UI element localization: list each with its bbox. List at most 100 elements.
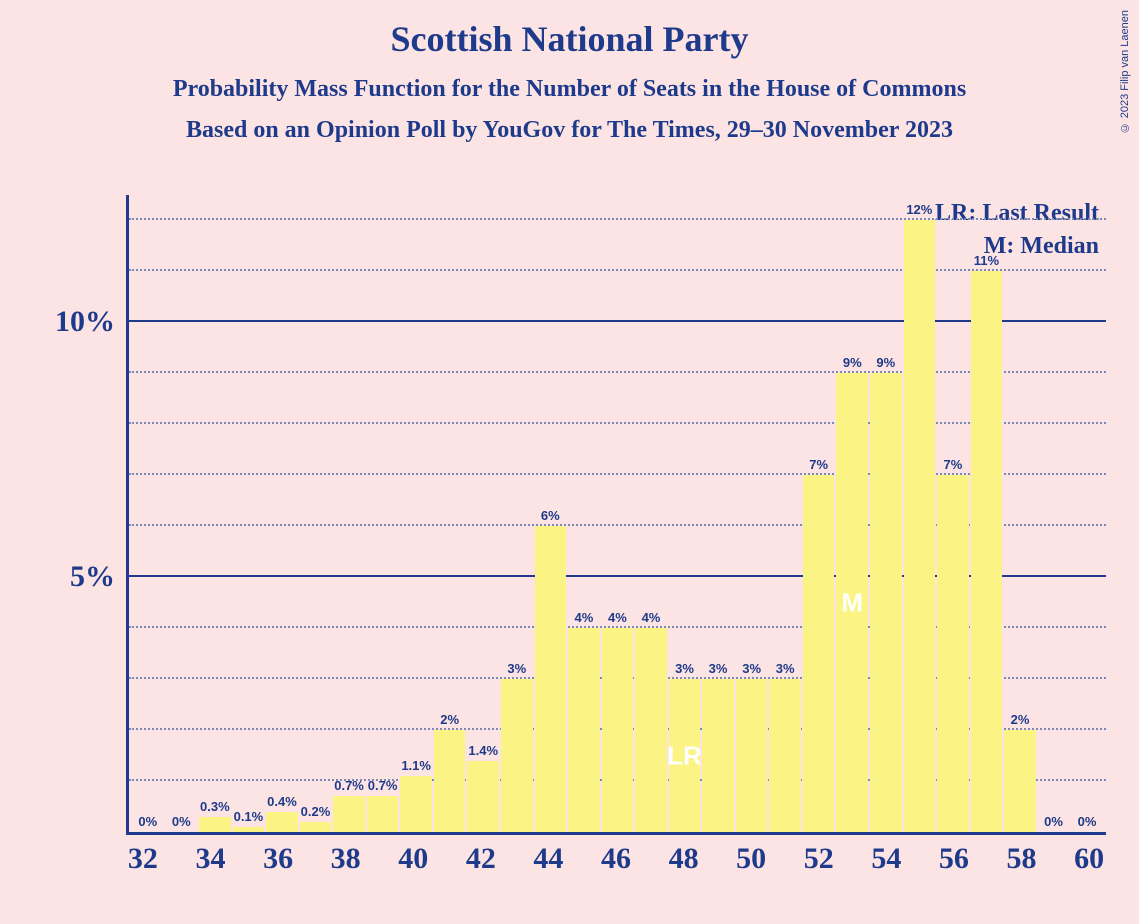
- bar-50: 3%: [736, 195, 768, 832]
- bar-53: 9% M: [836, 195, 868, 832]
- bar-value-label: 3%: [776, 661, 795, 676]
- bar: 6%: [535, 526, 567, 832]
- bar-value-label: 0.7%: [368, 778, 398, 793]
- bar-56: 7%: [937, 195, 969, 832]
- bar-57: 11%: [971, 195, 1003, 832]
- bar: 7%: [803, 475, 835, 832]
- bar: 0.7%: [333, 796, 365, 832]
- x-axis-label: 58: [1007, 842, 1037, 876]
- bar: 3%: [702, 679, 734, 832]
- bar: 4%: [568, 628, 600, 832]
- bar-value-label: 2%: [1011, 712, 1030, 727]
- bar-value-label: 7%: [809, 457, 828, 472]
- bar-value-label: 6%: [541, 508, 560, 523]
- chart-plot-area: 5%10% 0%0%0.3%0.1%0.4%0.2%0.7%0.7%1.1%2%…: [126, 195, 1106, 835]
- bar-59: 0%: [1038, 195, 1070, 832]
- bar-value-label: 7%: [943, 457, 962, 472]
- bar-value-label: 3%: [507, 661, 526, 676]
- bar-marker-lr: LR: [667, 740, 702, 771]
- bar: 0.3%: [199, 817, 231, 832]
- bar-35: 0.1%: [233, 195, 265, 832]
- bar-34: 0.3%: [199, 195, 231, 832]
- bar-value-label: 3%: [742, 661, 761, 676]
- bar-47: 4%: [635, 195, 667, 832]
- bar-value-label: 12%: [906, 202, 932, 217]
- bar-55: 12%: [904, 195, 936, 832]
- bar-54: 9%: [870, 195, 902, 832]
- bar-44: 6%: [535, 195, 567, 832]
- bar: 12%: [904, 220, 936, 832]
- bar-42: 1.4%: [467, 195, 499, 832]
- x-axis-label: 38: [331, 842, 361, 876]
- bar-value-label: 11%: [974, 253, 999, 268]
- bar: 1.4%: [467, 761, 499, 832]
- bar-value-label: 4%: [574, 610, 593, 625]
- bar-value-label: 3%: [709, 661, 728, 676]
- x-axis-label: 36: [263, 842, 293, 876]
- bar: 3%LR: [669, 679, 701, 832]
- bar: 0.2%: [300, 822, 332, 832]
- bar-46: 4%: [602, 195, 634, 832]
- x-axis-label: 54: [871, 842, 901, 876]
- bar-41: 2%: [434, 195, 466, 832]
- x-axis-label: 48: [669, 842, 699, 876]
- bar-value-label: 0.3%: [200, 799, 230, 814]
- x-axis-label: 42: [466, 842, 496, 876]
- bar-value-label: 3%: [675, 661, 694, 676]
- bar: 9%: [870, 373, 902, 832]
- x-axis-label: 50: [736, 842, 766, 876]
- bar-39: 0.7%: [367, 195, 399, 832]
- bar: 0.4%: [266, 812, 298, 832]
- bar: 11%: [971, 271, 1003, 832]
- bar-58: 2%: [1004, 195, 1036, 832]
- bar-37: 0.2%: [300, 195, 332, 832]
- bar-36: 0.4%: [266, 195, 298, 832]
- bar-value-label: 0%: [172, 814, 191, 829]
- bar: 2%: [1004, 730, 1036, 832]
- bar-49: 3%: [702, 195, 734, 832]
- bar-value-label: 0.1%: [234, 809, 264, 824]
- bar-value-label: 9%: [876, 355, 895, 370]
- bar: 9%M: [836, 373, 868, 832]
- x-axis-label: 46: [601, 842, 631, 876]
- bar-value-label: 1.1%: [401, 758, 431, 773]
- bar: 3%: [736, 679, 768, 832]
- x-axis-label: 52: [804, 842, 834, 876]
- bar: 1.1%: [400, 776, 432, 832]
- bar: 4%: [602, 628, 634, 832]
- bar-51: 3%: [769, 195, 801, 832]
- bar-value-label: 4%: [642, 610, 661, 625]
- bar-value-label: 9%: [843, 355, 862, 370]
- copyright-text: © 2023 Filip van Laenen: [1119, 10, 1131, 133]
- bar-marker-m: M: [841, 587, 863, 618]
- bar: 4%: [635, 628, 667, 832]
- bar-value-label: 1.4%: [468, 743, 498, 758]
- bar-40: 1.1%: [400, 195, 432, 832]
- x-axis-label: 32: [128, 842, 158, 876]
- y-axis-label: 10%: [55, 305, 115, 339]
- bar-33: 0%: [166, 195, 198, 832]
- bar-value-label: 0.7%: [334, 778, 364, 793]
- x-axis-label: 56: [939, 842, 969, 876]
- bar-value-label: 0%: [1044, 814, 1063, 829]
- bar-value-label: 0%: [1078, 814, 1097, 829]
- bar: 0.7%: [367, 796, 399, 832]
- x-axis-label: 44: [533, 842, 563, 876]
- bar-value-label: 4%: [608, 610, 627, 625]
- bar: 2%: [434, 730, 466, 832]
- x-axis-label: 40: [398, 842, 428, 876]
- bar: 7%: [937, 475, 969, 832]
- chart-title: Scottish National Party: [0, 0, 1139, 60]
- bars-container: 0%0%0.3%0.1%0.4%0.2%0.7%0.7%1.1%2%1.4%3%…: [129, 195, 1106, 832]
- bar-48: 3% LR: [669, 195, 701, 832]
- x-axis-label: 34: [195, 842, 225, 876]
- x-axis-label: 60: [1074, 842, 1104, 876]
- bar-value-label: 2%: [440, 712, 459, 727]
- chart-subtitle-1: Probability Mass Function for the Number…: [0, 60, 1139, 103]
- bar-32: 0%: [132, 195, 164, 832]
- bar-45: 4%: [568, 195, 600, 832]
- bar-value-label: 0.2%: [301, 804, 331, 819]
- bar: 3%: [501, 679, 533, 832]
- x-axis-labels: 32 34 36 38 40 42 44 46 48 50 52 54 56 58 60: [126, 842, 1106, 892]
- y-axis-label: 5%: [70, 560, 115, 594]
